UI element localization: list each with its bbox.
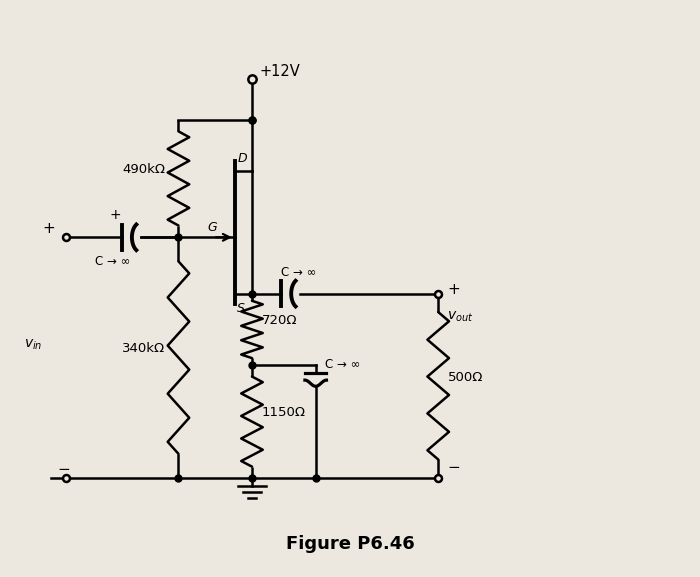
Text: 720Ω: 720Ω xyxy=(262,314,298,327)
Text: 490kΩ: 490kΩ xyxy=(122,163,165,177)
Text: C → ∞: C → ∞ xyxy=(281,265,317,279)
Text: $v_{out}$: $v_{out}$ xyxy=(447,309,473,324)
Text: C → ∞: C → ∞ xyxy=(95,256,130,268)
Text: +: + xyxy=(42,221,55,236)
Text: C → ∞: C → ∞ xyxy=(326,358,361,371)
Text: Figure P6.46: Figure P6.46 xyxy=(286,535,414,553)
Text: −: − xyxy=(57,462,70,477)
Text: G: G xyxy=(208,221,218,234)
Text: −: − xyxy=(447,460,460,475)
Text: D: D xyxy=(237,152,247,164)
Text: +: + xyxy=(110,208,122,222)
Text: +12V: +12V xyxy=(259,64,300,79)
Text: $v_{in}$: $v_{in}$ xyxy=(24,338,43,352)
Text: S: S xyxy=(237,302,245,314)
Text: 340kΩ: 340kΩ xyxy=(122,343,165,355)
Text: 500Ω: 500Ω xyxy=(448,370,484,384)
Text: +: + xyxy=(447,282,460,297)
Text: 1150Ω: 1150Ω xyxy=(262,406,306,419)
